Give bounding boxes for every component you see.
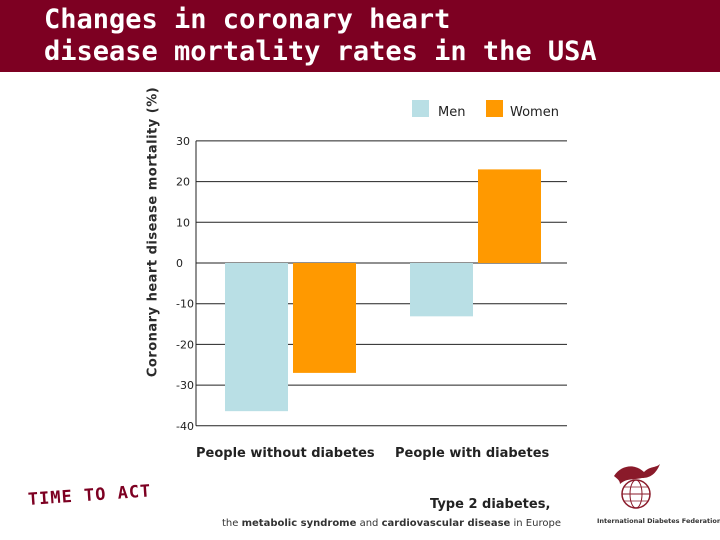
legend-swatch-men	[412, 100, 429, 117]
footer-sub-bold-2: cardiovascular disease	[381, 518, 511, 529]
bar-men-0	[225, 263, 288, 412]
slide-title-line-2: disease mortality rates in the USA	[44, 36, 597, 67]
slide-title-line-1: Changes in coronary heart	[44, 4, 451, 35]
title-banner: Changes in coronary heart disease mortal…	[0, 0, 720, 72]
legend-label-women: Women	[510, 105, 559, 120]
y-tick-label-5: -20	[176, 338, 194, 351]
legend-swatch-women	[486, 100, 503, 117]
y-tick-label-4: -10	[176, 298, 194, 311]
y-tick-label-3: 0	[176, 257, 183, 270]
category-label-without-diabetes: People without diabetes	[196, 446, 375, 461]
footer-subtitle: the metabolic syndrome and cardiovascula…	[222, 518, 561, 529]
y-tick-label-1: 20	[176, 176, 190, 189]
idf-logo-icon	[614, 464, 660, 509]
footer-sub-bold-1: metabolic syndrome	[241, 518, 357, 529]
idf-logo-text: International Diabetes Federation	[597, 517, 720, 525]
y-tick-label-0: 30	[176, 135, 190, 148]
footer-title: Type 2 diabetes,	[430, 497, 551, 512]
bar-women-0	[293, 263, 356, 373]
footer-sub-mid: and	[359, 518, 379, 529]
y-tick-label-6: -30	[176, 379, 194, 392]
footer-sub-prefix: the	[222, 518, 239, 529]
y-tick-label-2: 10	[176, 216, 190, 229]
bar-women-1	[478, 169, 541, 263]
slide-title: Changes in coronary heart disease mortal…	[44, 4, 597, 68]
category-label-with-diabetes: People with diabetes	[395, 446, 550, 461]
footer-sub-suffix: in Europe	[513, 518, 561, 529]
y-tick-label-7: -40	[176, 420, 194, 433]
bar-men-1	[410, 263, 473, 317]
legend-label-men: Men	[438, 105, 465, 120]
